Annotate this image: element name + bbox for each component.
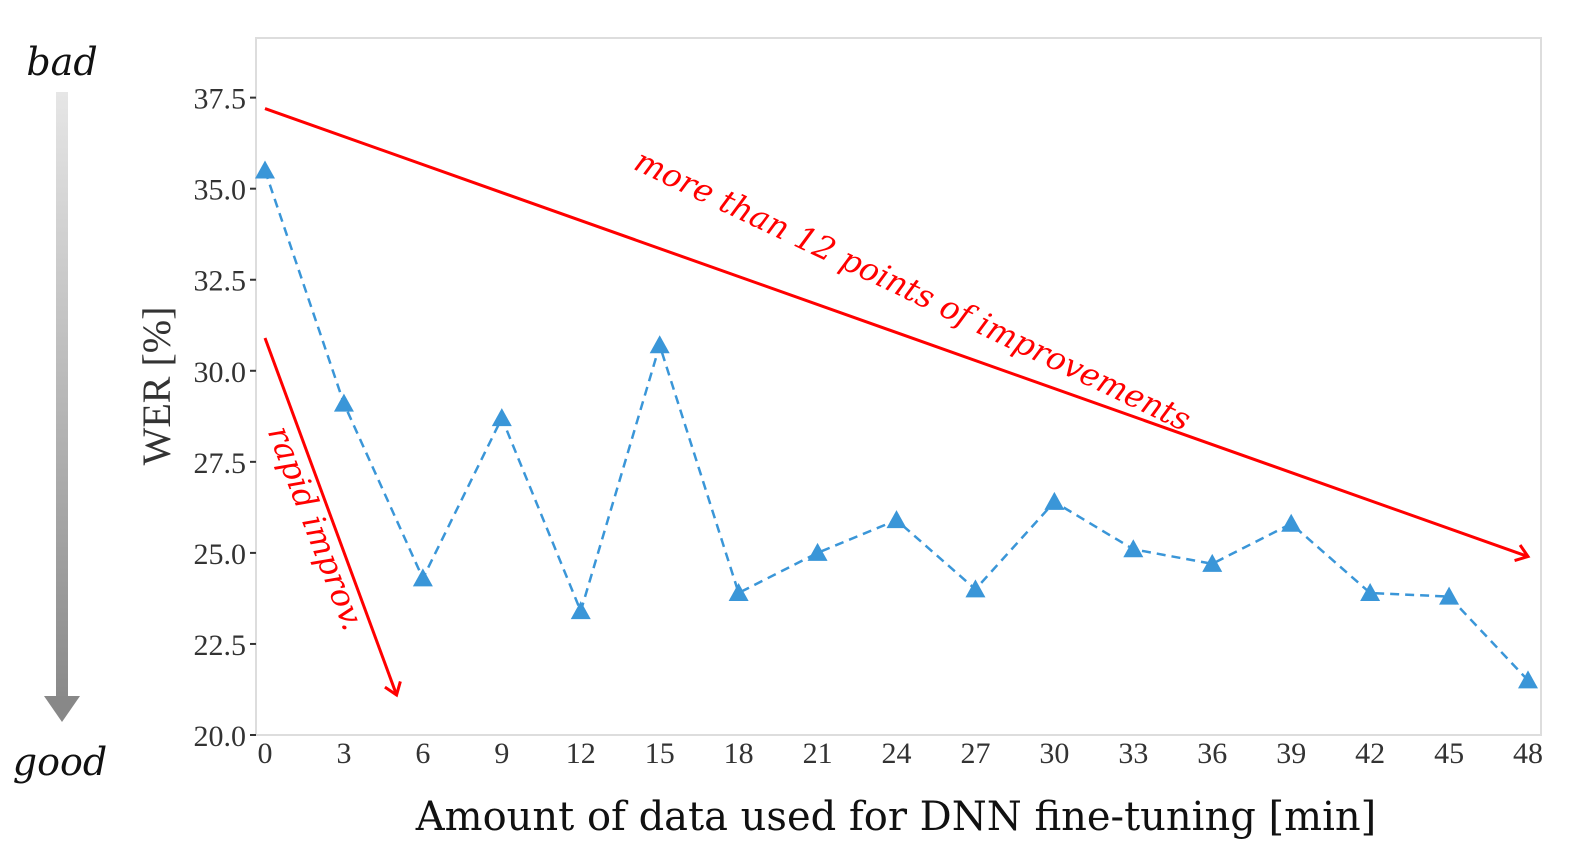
rapid-improvement-arrow-head-icon	[384, 681, 402, 698]
rapid-improvement-annotation: rapid improv.	[260, 421, 373, 636]
y-tick-label: 22.5	[194, 629, 247, 662]
quality-arrow-head-icon	[44, 696, 80, 722]
improvement-arrow-head-icon	[1514, 544, 1531, 562]
x-tick-label: 24	[882, 737, 912, 770]
annotations: more than 12 points of improvements rapi…	[260, 107, 1531, 698]
data-point	[1439, 586, 1460, 605]
data-point	[649, 335, 670, 354]
x-tick-label: 0	[258, 737, 273, 770]
data-point	[965, 579, 986, 598]
quality-arrow-shaft	[56, 92, 68, 696]
improvement-arrow	[264, 107, 1529, 558]
data-point	[491, 408, 512, 427]
x-tick-label: 48	[1513, 737, 1543, 770]
y-tick-label: 35.0	[194, 174, 247, 207]
series-wer	[255, 160, 1538, 689]
y-tick-label: 27.5	[194, 447, 247, 480]
rapid-improvement-arrow	[263, 337, 398, 696]
x-tick-label: 9	[494, 737, 509, 770]
x-tick-label: 30	[1039, 737, 1069, 770]
x-tick-label: 27	[960, 737, 990, 770]
data-point	[1044, 491, 1065, 510]
quality-indicator: bad good	[13, 40, 107, 784]
x-tick-label: 6	[415, 737, 430, 770]
x-tick-label: 18	[724, 737, 754, 770]
data-point	[333, 393, 354, 412]
data-point	[728, 582, 749, 601]
plot-frame	[255, 37, 1542, 736]
good-label: good	[13, 740, 107, 784]
data-point	[570, 601, 591, 620]
y-axis-ticks: 20.0 22.5 25.0 27.5 30.0 32.5 35.0 37.5	[194, 83, 256, 753]
x-tick-label: 15	[645, 737, 675, 770]
x-tick-label: 42	[1355, 737, 1385, 770]
data-point	[1360, 582, 1381, 601]
data-point	[1202, 553, 1223, 572]
bad-label: bad	[26, 40, 97, 84]
data-point	[1281, 513, 1302, 532]
data-point	[255, 160, 275, 179]
series-line	[263, 170, 1529, 682]
y-tick-label: 32.5	[194, 265, 247, 298]
data-point	[412, 568, 433, 587]
y-tick-label: 25.0	[194, 538, 247, 571]
x-tick-label: 3	[336, 737, 351, 770]
improvement-annotation: more than 12 points of improvements	[629, 141, 1197, 439]
x-tick-label: 39	[1276, 737, 1306, 770]
y-axis-label: WER [%]	[134, 307, 179, 466]
x-tick-label: 36	[1197, 737, 1227, 770]
x-tick-label: 21	[803, 737, 833, 770]
data-point	[886, 510, 907, 529]
x-tick-label: 45	[1434, 737, 1464, 770]
data-point	[807, 542, 828, 561]
x-tick-label: 33	[1118, 737, 1148, 770]
x-axis-label: Amount of data used for DNN fine-tuning …	[415, 794, 1377, 840]
data-point	[1518, 670, 1538, 689]
y-tick-label: 30.0	[194, 356, 247, 389]
y-tick-label: 20.0	[194, 720, 247, 753]
y-tick-label: 37.5	[194, 83, 247, 116]
x-axis-ticks: 0 3 6 9 12 15 18 21 24 27 30 33 36 39 42 45 48	[258, 737, 1544, 770]
x-tick-label: 12	[566, 737, 596, 770]
data-point	[1123, 539, 1144, 558]
